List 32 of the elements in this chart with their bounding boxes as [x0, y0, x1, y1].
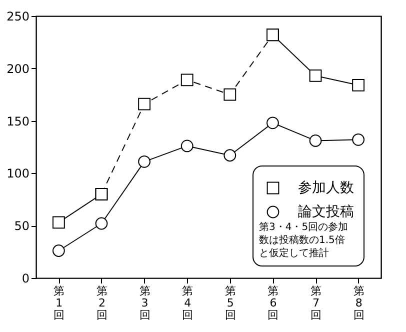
point	[224, 88, 236, 101]
y-tick-label: 0	[22, 272, 30, 286]
point	[309, 70, 322, 82]
point	[95, 217, 108, 230]
point	[352, 133, 365, 146]
point	[309, 134, 322, 147]
point	[224, 149, 236, 162]
x-tick-label: 第7回	[310, 284, 322, 322]
x-tick-label: 第8回	[353, 284, 364, 322]
point	[52, 216, 65, 229]
y-tick-label: 250	[6, 10, 30, 24]
point	[138, 155, 150, 168]
y-tick-label: 150	[6, 114, 30, 128]
y-tick-label: 100	[6, 166, 30, 181]
y-tick-label: 50	[14, 219, 30, 234]
y-tick-label: 200	[6, 62, 30, 76]
point	[138, 98, 150, 110]
x-tick-label: 第1回	[54, 284, 65, 322]
x-tick-label: 第2回	[96, 284, 108, 322]
legend-label: 参加人数	[298, 180, 354, 196]
x-tick-label: 第3回	[139, 284, 150, 322]
x-tick-label: 第5回	[224, 284, 236, 322]
point	[180, 74, 194, 86]
annotation: 第3・4・5回の参加数は投稿数の1.5倍と仮定して推計	[259, 221, 348, 259]
point	[95, 188, 108, 200]
point	[52, 244, 65, 257]
x-tick-label: 第4回	[182, 284, 194, 322]
legend-label: 論文投稿	[298, 204, 354, 220]
point	[180, 140, 194, 152]
point	[266, 116, 279, 130]
point	[352, 78, 365, 92]
x-tick-label: 第6回	[268, 284, 279, 322]
